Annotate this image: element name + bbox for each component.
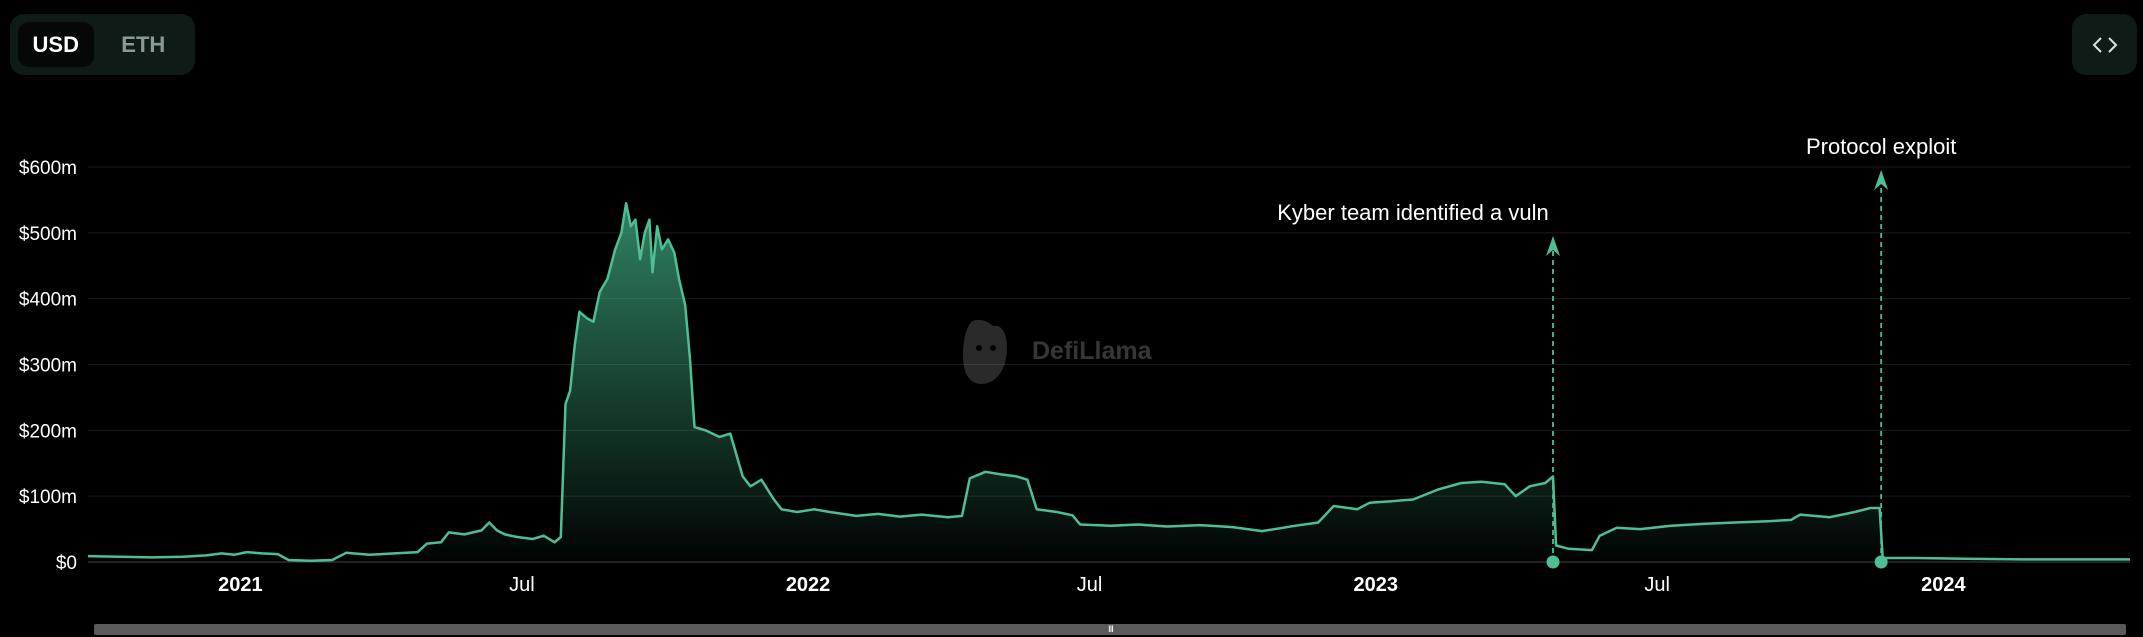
annotations: Kyber team identified a vuln Protocol exp… (1277, 134, 1956, 569)
chart-zoom-scrollbar[interactable] (94, 624, 2126, 635)
scrollbar-grip-icon[interactable]: III (1108, 625, 1114, 635)
y-tick-label: $300m (19, 356, 77, 377)
y-tick-label: $500m (19, 224, 77, 245)
annotation-label: Protocol exploit (1806, 134, 1956, 159)
annotation-arrow-icon (1546, 236, 1561, 256)
y-tick-label: $400m (19, 290, 77, 311)
tvl-area-fill (88, 203, 2130, 562)
eth-toggle-button[interactable]: ETH (121, 31, 166, 57)
series-layer (87, 201, 2130, 562)
watermark: DefiLlama (963, 319, 1153, 384)
x-axis: 2021 Jul 2022 Jul 2023 Jul 2024 (218, 574, 1966, 596)
x-tick-label: Jul (1644, 574, 1670, 596)
annotation-marker[interactable]: Kyber team identified a vuln (1277, 200, 1561, 569)
y-tick-label: $600m (19, 158, 77, 179)
annotation-label: Kyber team identified a vuln (1277, 200, 1549, 225)
y-tick-label: $200m (19, 421, 77, 442)
annotation-marker[interactable]: Protocol exploit (1806, 134, 1956, 569)
annotation-dot[interactable] (1546, 555, 1560, 569)
x-tick-label: 2022 (786, 574, 831, 596)
x-tick-label: Jul (1077, 574, 1103, 596)
tvl-line (87, 201, 2130, 562)
y-tick-label: $0 (56, 553, 77, 574)
y-axis: $0 $100m $200m $300m $400m $500m $600m (19, 158, 77, 574)
llama-logo-icon (963, 319, 1007, 384)
currency-toggle: USD ETH (10, 14, 195, 75)
watermark-text: DefiLlama (1032, 337, 1153, 365)
x-tick-label: 2023 (1353, 574, 1398, 596)
y-tick-label: $100m (19, 487, 77, 508)
annotation-dot[interactable] (1874, 555, 1888, 569)
x-tick-label: Jul (509, 574, 535, 596)
usd-toggle-button[interactable]: USD (18, 22, 94, 67)
x-tick-label: 2021 (218, 574, 263, 596)
tvl-area-chart[interactable]: DefiLlama Kyber team identified a vuln Pr… (0, 0, 2143, 620)
annotation-arrow-icon (1874, 170, 1889, 190)
embed-chart-button[interactable] (2072, 14, 2137, 75)
x-tick-label: 2024 (1921, 574, 1966, 596)
code-brackets-icon (2092, 36, 2117, 53)
